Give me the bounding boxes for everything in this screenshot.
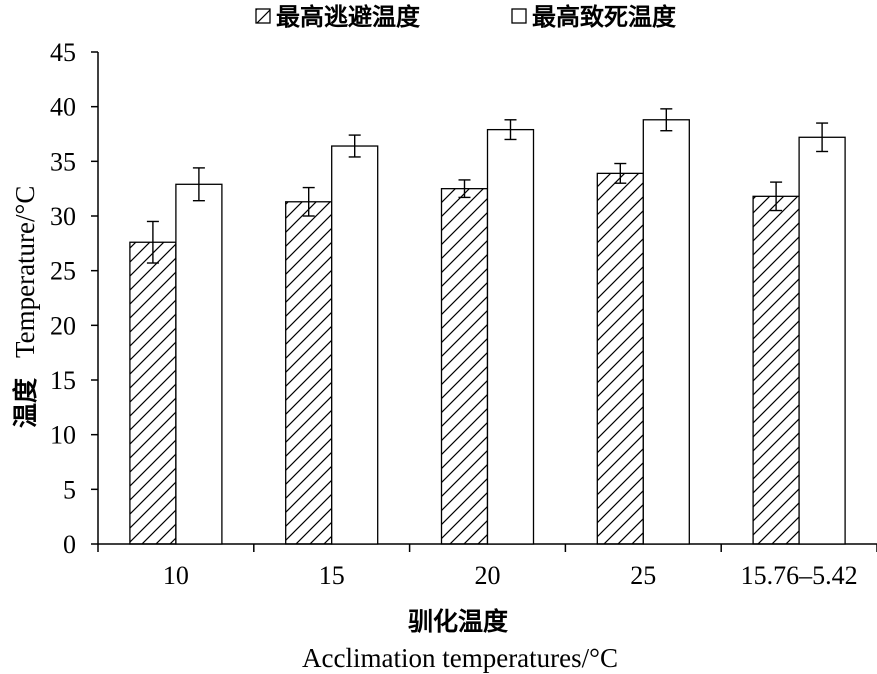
bar-series-1 — [129, 241, 177, 545]
y-tick-label: 25 — [50, 257, 76, 286]
y-axis-title-en: Temperature/°C — [10, 186, 40, 358]
bar-series-2 — [486, 128, 535, 545]
y-tick-label: 30 — [50, 202, 76, 231]
bar-series-1 — [752, 195, 800, 545]
x-tick-label: 20 — [475, 561, 501, 590]
bar-series-1 — [285, 201, 333, 545]
bar-series-1 — [440, 188, 489, 545]
legend: 最高逃避温度 最高致死温度 — [255, 3, 677, 31]
bar-series-1 — [596, 172, 644, 545]
y-axis-title-cn: 温度 — [11, 378, 40, 428]
y-tick-label: 5 — [63, 475, 76, 504]
axes: 0 5 10 15 20 25 30 35 40 45 10 15 20 25 15.76–5.42 — [50, 38, 877, 590]
x-tick-label: 15.76–5.42 — [741, 561, 858, 590]
x-axis-title-en: Acclimation temperatures/°C — [302, 643, 618, 673]
x-tick-label: 15 — [319, 561, 345, 590]
y-tick-label: 45 — [50, 38, 76, 67]
bar-series-2 — [642, 119, 690, 545]
legend-label-series-1: 最高逃避温度 — [276, 3, 421, 31]
y-tick-label: 10 — [50, 421, 76, 450]
legend-label-series-2: 最高致死温度 — [532, 3, 677, 31]
legend-swatch-solid — [511, 8, 527, 24]
y-tick-label: 15 — [50, 366, 76, 395]
bar-series-2 — [175, 183, 223, 545]
y-tick-label: 20 — [50, 311, 76, 340]
x-axis-title-cn: 驯化温度 — [408, 607, 508, 636]
bar-series-2 — [798, 136, 846, 545]
y-tick-label: 0 — [63, 530, 76, 559]
legend-swatch-hatch — [255, 8, 271, 24]
plot-area — [129, 108, 846, 545]
y-tick-label: 35 — [50, 147, 76, 176]
x-tick-label: 25 — [630, 561, 656, 590]
bar-series-2 — [331, 145, 379, 545]
x-tick-label: 10 — [163, 561, 189, 590]
y-tick-label: 40 — [50, 93, 76, 122]
